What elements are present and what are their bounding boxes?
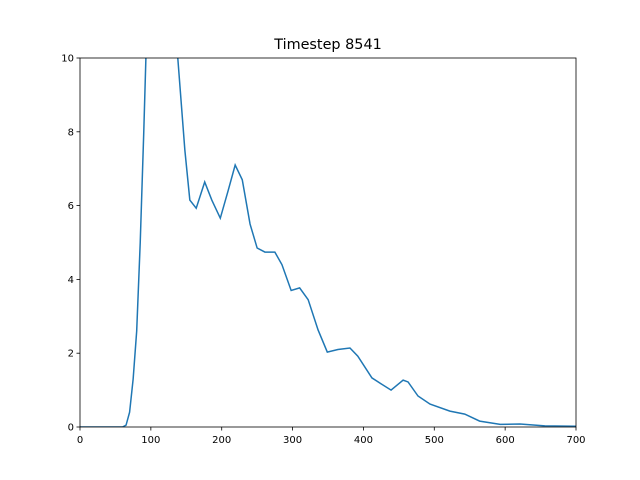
x-tick-label: 500 [425,435,444,446]
x-tick-label: 200 [212,435,231,446]
x-tick-label: 700 [566,435,585,446]
x-tick-label: 100 [141,435,160,446]
y-tick-label: 2 [68,349,74,360]
x-tick-label: 0 [77,435,83,446]
line [80,58,576,427]
plot-frame [79,57,577,428]
y-tick-label: 6 [68,201,74,212]
x-tick-label: 300 [283,435,302,446]
y-tick-label: 0 [68,423,74,434]
chart-title: Timestep 8541 [273,37,382,53]
x-tick-label: 400 [354,435,373,446]
y-tick-label: 10 [61,54,74,65]
y-tick-label: 4 [68,275,74,286]
y-tick-label: 8 [68,127,74,138]
x-tick-label: 600 [496,435,515,446]
